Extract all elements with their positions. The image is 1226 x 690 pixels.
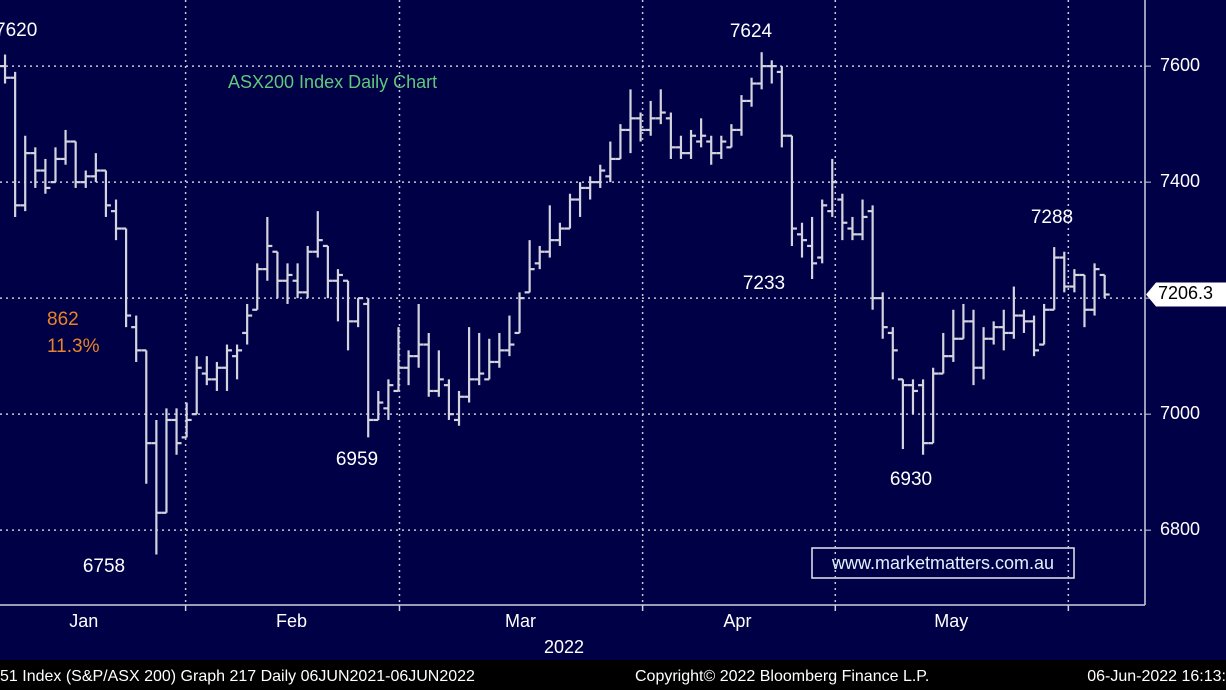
y-tick-label: 7600 — [1160, 55, 1200, 75]
x-tick-label: Jan — [69, 611, 98, 631]
watermark-box — [811, 547, 1075, 579]
annotation: 6930 — [890, 469, 932, 490]
x-axis-label: 2022 — [544, 637, 584, 657]
footer-text: 51 Index (S&P/ASX 200) Graph 217 Daily 0… — [0, 668, 475, 685]
annotation: 7233 — [743, 273, 785, 294]
annotation: 7624 — [730, 21, 773, 42]
x-tick-label: Apr — [723, 611, 751, 631]
annotation: 6959 — [336, 449, 378, 470]
last-price-label: 7206.3 — [1158, 283, 1213, 303]
footer-band — [0, 660, 1226, 690]
x-tick-label: Mar — [505, 611, 536, 631]
annotation: 7620 — [0, 20, 37, 41]
watermark: www.marketmatters.com.au — [831, 553, 1054, 573]
chart-title: ASX200 Index Daily Chart — [228, 72, 437, 92]
last-price-tag — [1146, 282, 1226, 307]
annotation: 6758 — [83, 556, 125, 577]
footer-text: 06-Jun-2022 16:13: — [1087, 668, 1226, 685]
y-tick-label: 7000 — [1160, 403, 1200, 423]
background — [0, 0, 1226, 660]
annotation: 7288 — [1031, 207, 1073, 228]
footer-text: Copyright© 2022 Bloomberg Finance L.P. — [635, 668, 929, 685]
y-tick-label: 6800 — [1160, 519, 1200, 539]
x-tick-label: May — [934, 611, 968, 631]
change-label: 11.3% — [47, 336, 100, 357]
x-tick-label: Feb — [276, 611, 307, 631]
change-label: 862 — [47, 309, 79, 330]
y-tick-label: 7400 — [1160, 171, 1200, 191]
